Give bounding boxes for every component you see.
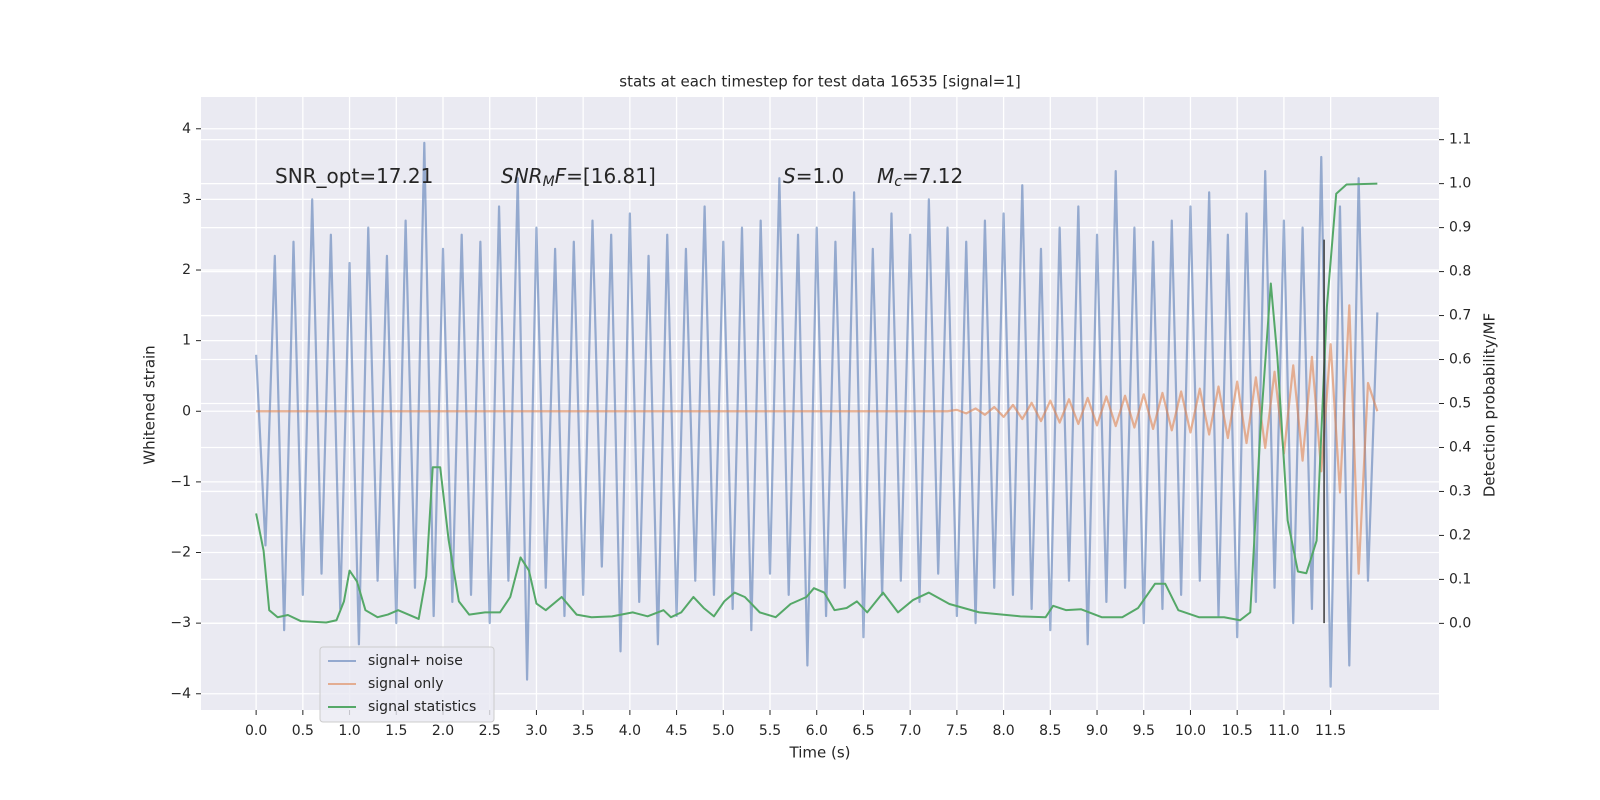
annotation-part: SNR: [501, 164, 543, 188]
x-tick-label: 9.0: [1086, 723, 1108, 739]
y2-tick-label: 0.8: [1449, 264, 1471, 280]
x-tick-label: 6.0: [806, 723, 828, 739]
y2-axis-label: Detection probability/MF: [1481, 313, 1499, 497]
annotation-part: M: [543, 174, 555, 190]
annotation-part: S: [783, 164, 796, 188]
annotation-part: SNR_opt=17.21: [275, 164, 433, 188]
x-tick-label: 10.5: [1222, 723, 1253, 739]
legend: signal+ noise signal only signal statistic…: [319, 646, 495, 723]
annotation: SNR_opt=17.21: [275, 164, 433, 188]
x-tick-label: 0.0: [245, 723, 267, 739]
x-tick-label: 8.5: [1039, 723, 1061, 739]
x-tick-label: 7.5: [946, 723, 968, 739]
legend-box: [319, 646, 495, 723]
annotation-part: c: [894, 174, 902, 190]
y2-tick-label: 0.9: [1449, 220, 1471, 236]
y-tick-label: −1: [170, 474, 191, 490]
annotation-part: =[16.81]: [566, 164, 656, 188]
annotation: S=1.0: [783, 164, 844, 188]
x-tick-label: 4.5: [665, 723, 687, 739]
legend-label: signal+ noise: [368, 653, 463, 669]
x-tick-label: 1.5: [385, 723, 407, 739]
y2-tick-label: 0.6: [1449, 352, 1471, 368]
x-tick-label: 4.0: [619, 723, 641, 739]
x-tick-label: 8.0: [992, 723, 1014, 739]
y2-tick-label: 0.1: [1449, 571, 1471, 587]
x-tick-label: 1.0: [338, 723, 360, 739]
y2-tick-label: 0.3: [1449, 483, 1471, 499]
x-tick-label: 2.5: [479, 723, 501, 739]
x-tick-label: 0.5: [292, 723, 314, 739]
x-tick-label: 11.5: [1315, 723, 1346, 739]
annotation-part: M: [877, 164, 894, 188]
legend-label: signal only: [368, 676, 443, 692]
y-tick-label: 2: [182, 262, 191, 278]
y-tick-label: 3: [182, 191, 191, 207]
y-tick-label: −2: [170, 545, 191, 561]
y2-tick-label: 1.0: [1449, 176, 1471, 192]
x-tick-label: 11.0: [1268, 723, 1299, 739]
annotation-part: =7.12: [902, 164, 963, 188]
y-tick-label: 4: [182, 121, 191, 137]
annotation-part: F: [555, 164, 567, 188]
x-tick-label: 3.5: [572, 723, 594, 739]
annotation-part: =1.0: [796, 164, 845, 188]
x-tick-label: 5.5: [759, 723, 781, 739]
y-axis-label: Whitened strain: [141, 345, 159, 464]
x-tick-label: 5.0: [712, 723, 734, 739]
series-line: [256, 304, 1379, 575]
x-tick-label: 7.0: [899, 723, 921, 739]
annotation: SNRMF=[16.81]: [501, 164, 656, 191]
x-tick-label: 2.0: [432, 723, 454, 739]
y-tick-label: −4: [170, 686, 191, 702]
y2-tick-label: 0.7: [1449, 308, 1471, 324]
data-layer: [255, 141, 1379, 688]
y-tick-label: 1: [182, 333, 191, 349]
chart-title: stats at each timestep for test data 165…: [619, 73, 1020, 91]
x-tick-label: 9.5: [1133, 723, 1155, 739]
series-line: [255, 182, 1378, 624]
y2-tick-label: 0.5: [1449, 396, 1471, 412]
axes: 0.0 0.5 1.0 1.5 2.0 2.5 3.0 3.5 4.0 4.5 5.0 5.5 6.0 6…: [170, 121, 1471, 739]
x-tick-label: 3.0: [525, 723, 547, 739]
y-tick-label: −3: [170, 615, 191, 631]
y2-tick-label: 0.2: [1449, 527, 1471, 543]
x-tick-label: 6.5: [852, 723, 874, 739]
annotation: Mc=7.12: [877, 164, 963, 191]
y2-tick-label: 0.4: [1449, 439, 1471, 455]
y-tick-label: 0: [182, 403, 191, 419]
x-axis-label: Time (s): [789, 744, 851, 762]
x-tick-label: 10.0: [1175, 723, 1206, 739]
legend-label: signal statistics: [368, 699, 476, 715]
y2-tick-label: 0.0: [1449, 615, 1471, 631]
y2-tick-label: 1.1: [1449, 132, 1471, 148]
series-line: [255, 141, 1379, 688]
